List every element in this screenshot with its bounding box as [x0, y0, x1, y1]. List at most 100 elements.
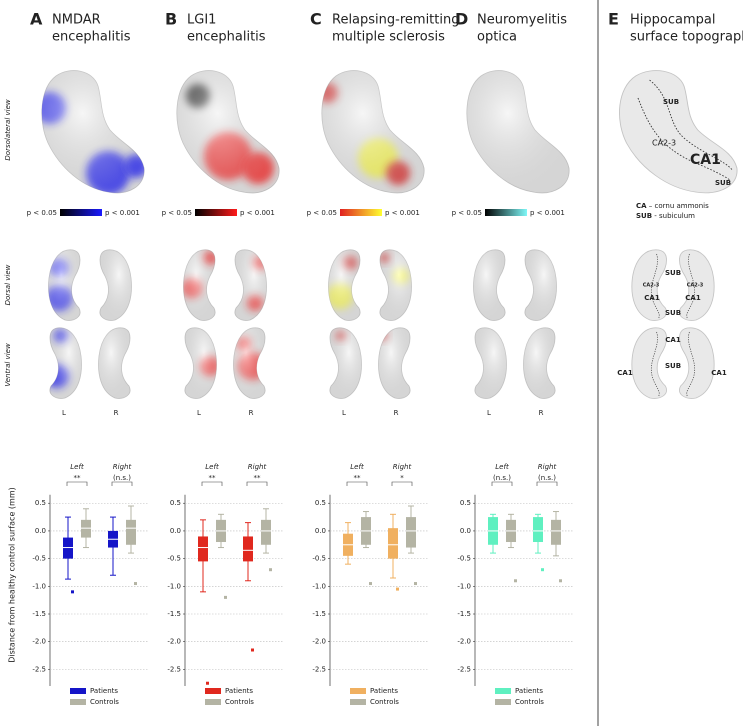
category-label: Right — [538, 463, 557, 471]
legend-swatch — [205, 699, 221, 705]
hippocampus-render — [183, 249, 216, 321]
significance: ** — [74, 474, 82, 482]
key-abbr: SUB — [636, 212, 652, 220]
hippocampus-render — [41, 70, 145, 194]
panel-title: encephalitis — [187, 30, 266, 45]
legend-label: Patients — [515, 687, 543, 695]
panel-title: optica — [477, 30, 517, 45]
category-label: Right — [248, 463, 267, 471]
significance: (n.s.) — [493, 474, 511, 482]
significance-bracket — [246, 481, 268, 486]
y-tick-label: 0.5 — [170, 499, 181, 507]
region-label: CA2-3 — [687, 283, 704, 289]
box — [551, 519, 561, 545]
panel-title: LGI1 — [187, 13, 216, 28]
panel-title: NMDAR — [52, 13, 101, 28]
hemisphere-label: R — [539, 409, 544, 417]
y-tick-label: -1.0 — [167, 582, 181, 590]
legend-swatch — [495, 699, 511, 705]
region-label: CA2-3 — [643, 283, 660, 289]
colorbar-high: p < 0.001 — [385, 209, 420, 217]
boundary — [686, 331, 696, 397]
y-tick-label: -1.0 — [457, 582, 471, 590]
surface — [631, 327, 668, 399]
y-tick-label: -2.5 — [457, 665, 471, 673]
hippocampus-render — [321, 70, 425, 194]
topography-render — [678, 327, 715, 399]
hippocampus-render — [99, 249, 132, 321]
shading — [321, 70, 425, 193]
y-tick-label: 0.5 — [460, 499, 471, 507]
legend-label: Patients — [90, 687, 118, 695]
significance: ** — [354, 474, 362, 482]
y-tick-label: -0.5 — [167, 555, 181, 563]
region-label: CA1 — [711, 369, 727, 377]
hippocampus-render — [176, 70, 280, 194]
hemisphere-label: L — [487, 409, 491, 417]
y-axis-label: Distance from healthy control surface (m… — [8, 487, 17, 663]
region-label: CA1 — [665, 336, 681, 344]
y-tick-label: -1.5 — [167, 610, 181, 618]
category-label: Left — [495, 463, 509, 471]
shading — [378, 327, 411, 399]
outlier — [396, 587, 399, 591]
shading — [233, 327, 266, 399]
y-tick-label: -1.5 — [32, 610, 46, 618]
hemisphere-label: R — [394, 409, 399, 417]
boundary — [686, 253, 696, 319]
row-label: Dorsal view — [4, 264, 12, 305]
outlier — [369, 582, 372, 586]
topography-render — [618, 69, 738, 194]
panel-letter: C — [310, 10, 322, 29]
colorbar-low: p < 0.05 — [162, 209, 192, 217]
box — [533, 517, 543, 543]
panel-letter: A — [30, 10, 43, 29]
shading — [329, 327, 362, 399]
row-label: Dorsolateral view — [4, 99, 12, 160]
hippocampus-render — [184, 327, 217, 399]
outlier — [71, 590, 74, 594]
y-tick-label: -2.5 — [312, 665, 326, 673]
y-tick-label: 0.5 — [315, 499, 326, 507]
colorbar-low: p < 0.05 — [27, 209, 57, 217]
y-tick-label: -2.0 — [32, 638, 46, 646]
panel-title: surface topography — [630, 30, 743, 45]
panel-title: Hippocampal — [630, 13, 715, 28]
box — [388, 528, 398, 559]
shading — [473, 249, 506, 321]
topography-render — [678, 249, 715, 321]
shading — [184, 327, 217, 399]
y-tick-label: -1.5 — [457, 610, 471, 618]
box — [63, 537, 73, 559]
y-tick-label: -0.5 — [457, 555, 471, 563]
y-tick-label: 0.0 — [460, 527, 471, 535]
colorbar-high: p < 0.001 — [105, 209, 140, 217]
row-label: Ventral view — [4, 343, 12, 387]
category-label: Right — [393, 463, 412, 471]
legend-label: Controls — [90, 698, 119, 706]
shading — [98, 327, 131, 399]
shading — [474, 327, 507, 399]
hippocampus-render — [474, 327, 507, 399]
key-abbr: CA — [636, 202, 647, 210]
outlier — [541, 568, 544, 572]
region-label: CA2-3 — [652, 139, 676, 148]
y-tick-label: -0.5 — [312, 555, 326, 563]
outlier — [559, 579, 562, 583]
y-tick-label: 0.0 — [35, 527, 46, 535]
box — [406, 517, 416, 548]
key-text: – cornu ammonis — [647, 202, 710, 210]
panel-letter: B — [165, 10, 177, 29]
key-line: CA – cornu ammonis — [636, 202, 709, 210]
significance-bracket — [346, 481, 368, 486]
shading — [48, 249, 81, 321]
outlier — [206, 681, 209, 685]
y-tick-label: -0.5 — [32, 555, 46, 563]
panel-title: multiple sclerosis — [332, 30, 445, 45]
hippocampus-render — [379, 249, 412, 321]
hemisphere-label: L — [342, 409, 346, 417]
category-label: Left — [350, 463, 364, 471]
significance: ** — [254, 474, 262, 482]
hemisphere-label: R — [114, 409, 119, 417]
